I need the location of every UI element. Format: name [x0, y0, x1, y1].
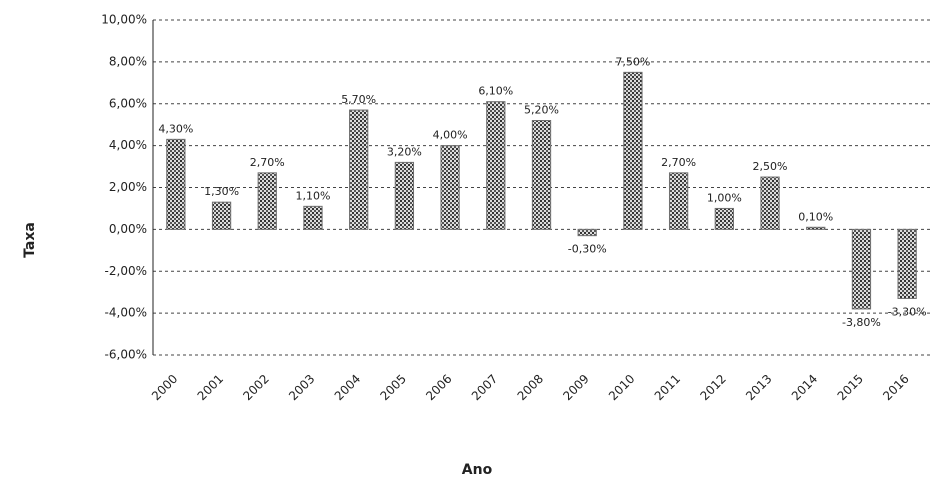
bar: [577, 228, 597, 237]
y-tick-label: 6,00%: [109, 96, 147, 110]
y-tick-label: 4,00%: [109, 138, 147, 152]
bar: [714, 207, 734, 230]
x-tick-label: 2005: [377, 372, 408, 403]
x-tick-label: 2008: [515, 372, 546, 403]
value-label: 2,70%: [661, 156, 696, 169]
value-label: 3,20%: [387, 145, 422, 158]
y-tick-label: 0,00%: [109, 222, 147, 236]
x-tick-label: 2012: [697, 372, 728, 403]
bar: [760, 176, 780, 230]
value-label: -3,30%: [888, 305, 927, 318]
bar: [166, 138, 186, 230]
x-tick-label: 2014: [789, 372, 820, 403]
x-tick-label: 2002: [240, 372, 271, 403]
x-tick-label: 2000: [149, 372, 180, 403]
value-label: 1,10%: [295, 189, 330, 202]
value-label: 5,70%: [341, 93, 376, 106]
y-tick-label: -4,00%: [105, 306, 147, 320]
value-label: -0,30%: [568, 243, 607, 256]
bar: [623, 71, 643, 230]
x-tick-label: 2009: [560, 372, 591, 403]
bar: [211, 201, 232, 230]
bar: [897, 228, 917, 299]
value-label: -3,80%: [842, 316, 881, 329]
bar: [668, 172, 689, 230]
bar: [851, 228, 872, 310]
bar: [806, 226, 826, 230]
y-tick-label: 2,00%: [109, 180, 147, 194]
y-tick-label: -6,00%: [105, 348, 147, 362]
bar: [257, 172, 277, 230]
x-tick-label: 2015: [835, 372, 866, 403]
value-label: 0,10%: [798, 210, 833, 223]
bar: [349, 109, 369, 230]
y-axis-label: Taxa: [22, 222, 38, 258]
x-axis-label: Ano: [462, 462, 493, 478]
y-tick-label: 8,00%: [109, 54, 147, 68]
value-label: 1,30%: [204, 185, 239, 198]
x-tick-label: 2010: [606, 372, 637, 403]
x-tick-label: 2013: [743, 372, 774, 403]
bar: [440, 145, 460, 230]
value-label: 7,50%: [615, 55, 650, 68]
x-tick-label: 2007: [469, 372, 500, 403]
value-label: 6,10%: [478, 85, 513, 98]
bar: [531, 120, 552, 230]
y-tick-label: -2,00%: [105, 264, 147, 278]
x-tick-label: 2003: [286, 372, 317, 403]
value-label: 2,70%: [250, 156, 285, 169]
bar: [394, 161, 415, 230]
x-tick-label: 2006: [423, 372, 454, 403]
x-tick-label: 2011: [652, 372, 683, 403]
value-label: 4,30%: [158, 122, 193, 135]
value-label: 2,50%: [753, 160, 788, 173]
bar: [486, 101, 506, 230]
value-label: 4,00%: [433, 129, 468, 142]
value-label: 1,00%: [707, 191, 742, 204]
x-tick-label: 2016: [880, 372, 911, 403]
bar: [303, 205, 323, 230]
x-tick-label: 2001: [195, 372, 226, 403]
x-tick-label: 2004: [332, 372, 363, 403]
y-tick-label: 10,00%: [101, 13, 147, 27]
value-label: 5,20%: [524, 104, 559, 117]
